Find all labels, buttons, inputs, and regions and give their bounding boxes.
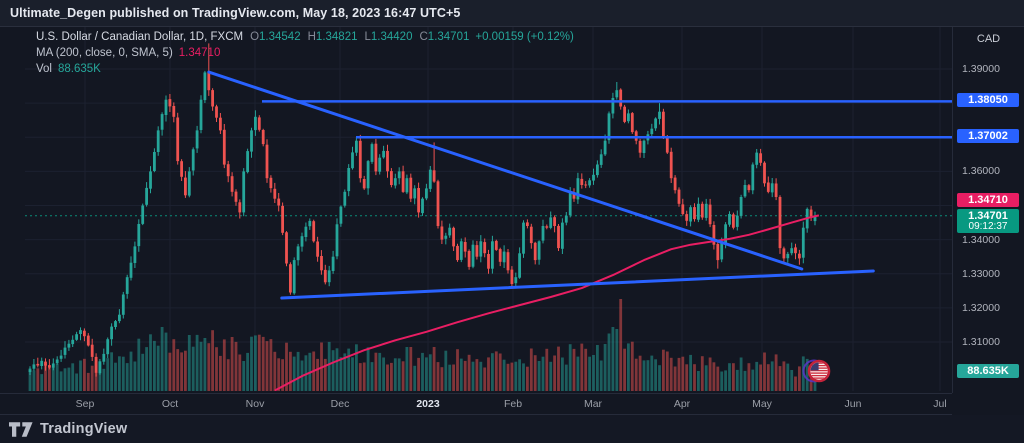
tradingview-wordmark[interactable]: TradingView [40, 421, 128, 437]
volume-label: Vol [36, 63, 52, 75]
time-tick-Sep: Sep [75, 398, 95, 410]
time-tick-Feb: Feb [503, 398, 523, 410]
ma-label: MA (200, close, 0, SMA, 5) [36, 47, 173, 59]
ma-200-line [274, 214, 820, 391]
time-tick-Oct: Oct [161, 398, 179, 410]
price-tick-1.31000: 1.31000 [962, 336, 1000, 348]
chart-legend: U.S. Dollar / Canadian Dollar, 1D, FXCM O… [36, 29, 574, 77]
volume-value: 88.635K [58, 63, 101, 75]
price-tick-1.33000: 1.33000 [962, 267, 1000, 280]
close-value: 1.34701 [427, 31, 470, 43]
resistance2-price-pill: 1.37002 [957, 129, 1019, 143]
low-value: 1.34420 [370, 31, 413, 43]
time-tick-2023: 2023 [416, 398, 440, 410]
close-label: C [419, 31, 428, 43]
time-axis[interactable]: Sep Oct Nov Dec 2023 Feb Mar Apr May Jun Jul [0, 393, 952, 415]
legend-volume-row[interactable]: Vol 88.635K [36, 61, 574, 77]
low-label: L [364, 31, 371, 43]
ascending-trendline[interactable] [280, 269, 875, 300]
last-price-pill: 1.34701 09:12:37 [957, 209, 1019, 233]
time-tick-Dec: Dec [330, 398, 350, 410]
descending-trendline[interactable] [207, 70, 804, 271]
time-tick-Mar: Mar [583, 398, 603, 410]
legend-ma-row[interactable]: MA (200, close, 0, SMA, 5) 1.34710 [36, 45, 574, 61]
time-tick-Jun: Jun [844, 398, 862, 410]
resistance1-price-pill: 1.38050 [957, 92, 1019, 107]
publish-banner: Ultimate_Degen published on TradingView.… [0, 0, 1024, 27]
high-label: H [307, 31, 316, 43]
change-value: +0.00159 (+0.12%) [475, 31, 574, 43]
price-tick-1.34000: 1.34000 [962, 233, 1000, 246]
volume-bars [28, 299, 817, 391]
publish-banner-text: Ultimate_Degen published on TradingView.… [10, 6, 461, 20]
volume-pill: 88.635K [957, 364, 1019, 378]
high-value: 1.34821 [315, 31, 358, 43]
price-tick-1.32000: 1.32000 [962, 301, 1000, 314]
price-tick-1.39000: 1.39000 [962, 63, 1000, 75]
grid-lines [25, 27, 952, 391]
bottom-bar: TradingView [0, 415, 1024, 443]
open-label: O [250, 31, 260, 43]
time-tick-Jul: Jul [933, 398, 947, 410]
time-tick-Apr: Apr [673, 398, 691, 410]
us-flag-marker[interactable] [802, 359, 831, 383]
bar-countdown: 09:12:37 [968, 221, 1008, 232]
time-tick-May: May [752, 398, 772, 410]
candlesticks [28, 43, 817, 377]
currency-label: CAD [976, 33, 1001, 45]
symbol-title: U.S. Dollar / Canadian Dollar, 1D, FXCM [36, 31, 244, 43]
tradingview-logo-icon[interactable] [9, 421, 33, 438]
ma-value: 1.34710 [178, 47, 221, 59]
price-tick-1.36000: 1.36000 [962, 165, 1000, 178]
time-tick-Nov: Nov [245, 398, 265, 410]
legend-symbol-row[interactable]: U.S. Dollar / Canadian Dollar, 1D, FXCM O… [36, 29, 574, 45]
price-axis[interactable]: CAD 1.39000 1.36000 1.34000 1.33000 1.32000 1… [952, 27, 1024, 393]
ma-price-pill: 1.34710 [957, 193, 1019, 207]
open-value: 1.34542 [259, 31, 301, 43]
